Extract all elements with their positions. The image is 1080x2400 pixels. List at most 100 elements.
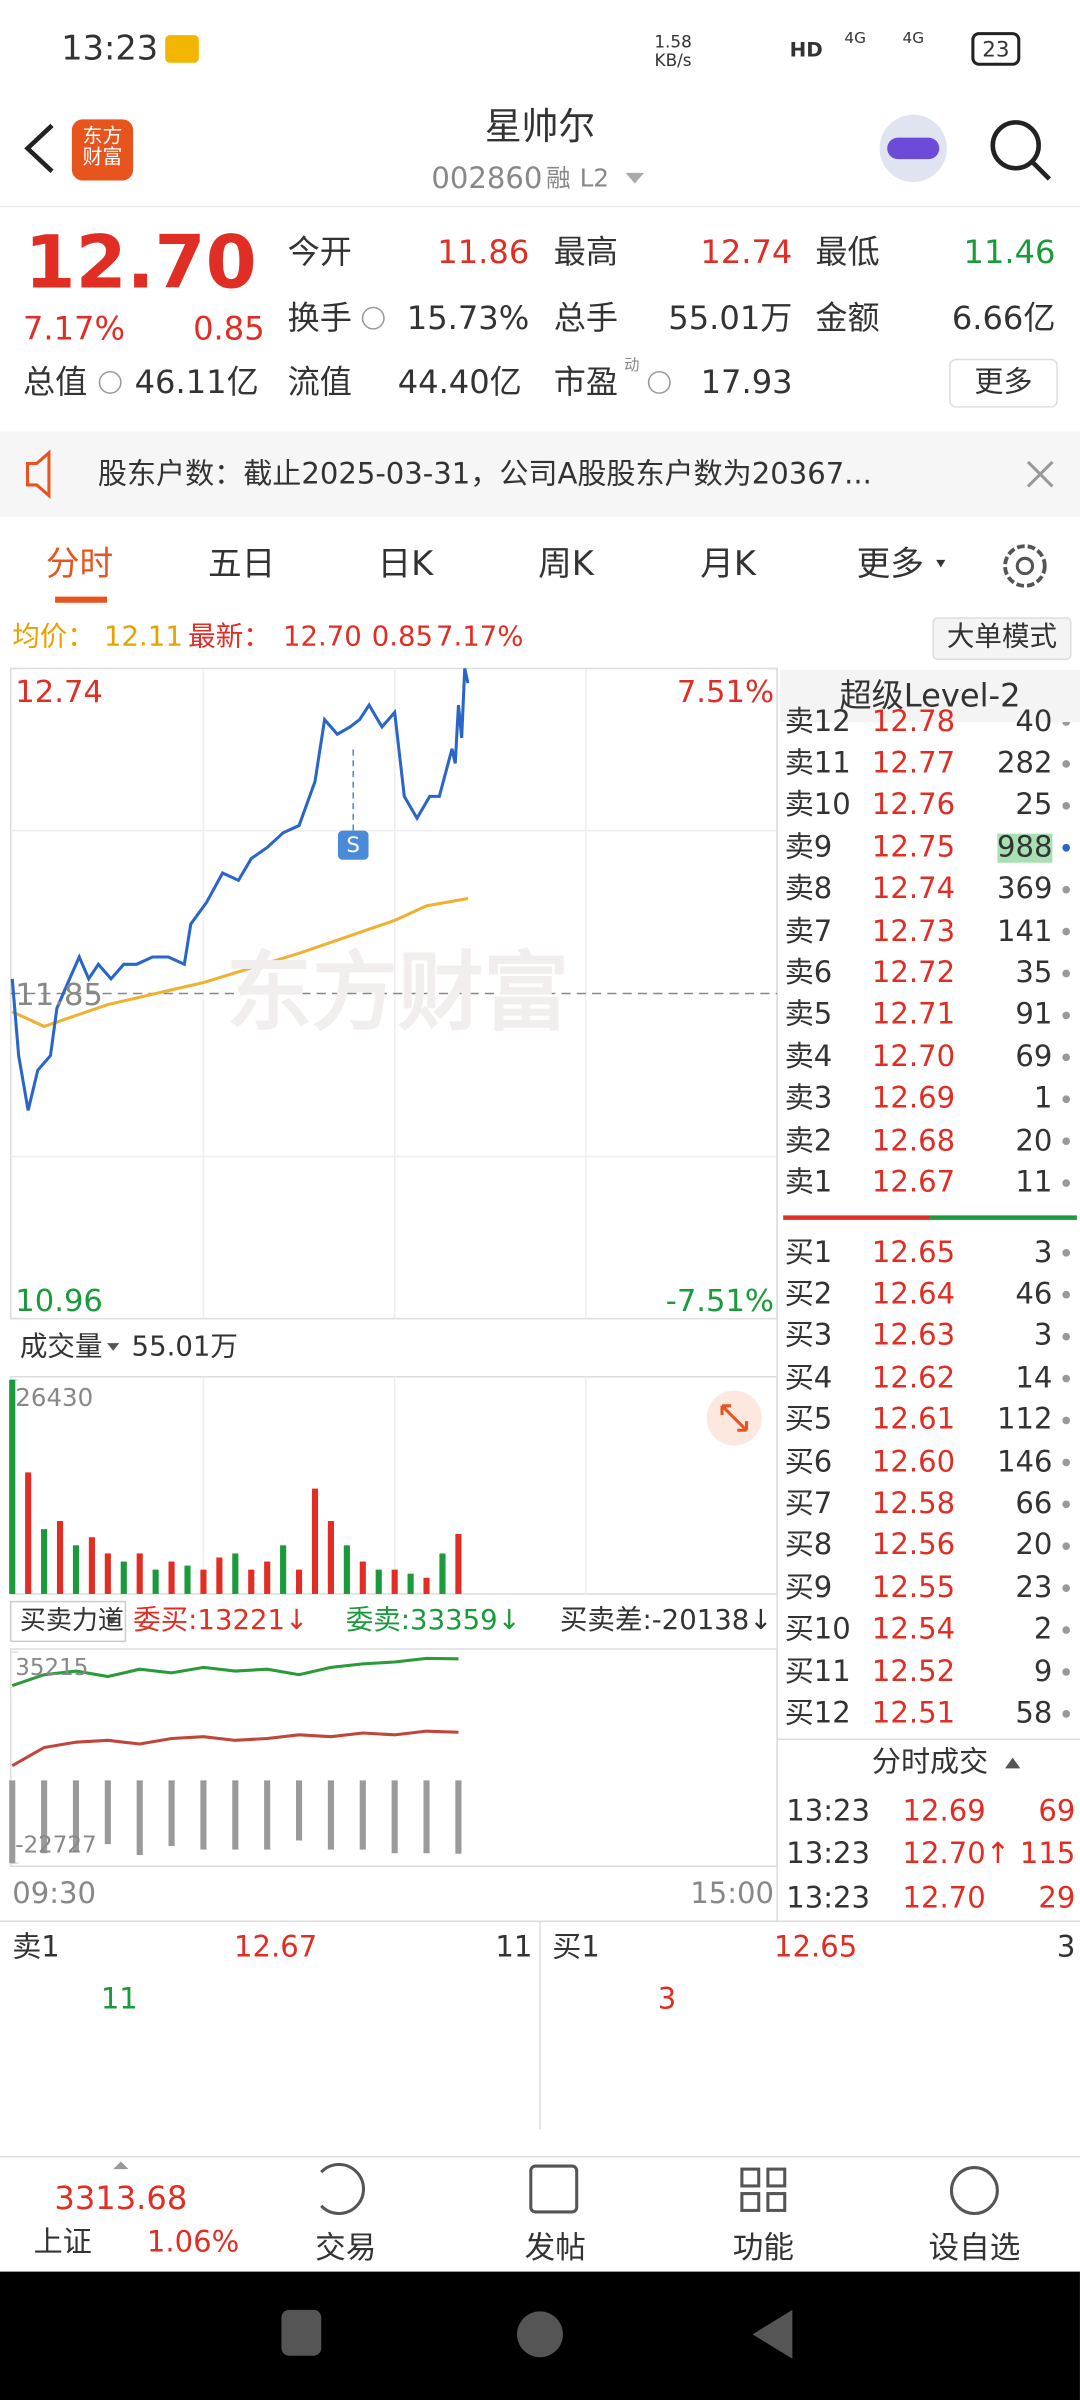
network: 4G: [844, 30, 867, 48]
book-dot: [1062, 1542, 1071, 1551]
tab[interactable]: 周K: [538, 546, 594, 585]
book-label: 卖1: [784, 1165, 833, 1200]
tab[interactable]: 日K: [377, 546, 434, 585]
stock-name: 星帅尔: [484, 105, 596, 149]
book-price: 12.73: [871, 913, 956, 948]
avg: 12.11: [104, 621, 183, 654]
tab[interactable]: 分时: [45, 546, 114, 585]
func-icon: [766, 2167, 787, 2188]
watch-icon[interactable]: [949, 2166, 999, 2216]
back[interactable]: [24, 123, 54, 174]
book-label: 卖7: [784, 913, 833, 948]
book-label: 买12: [784, 1696, 851, 1730]
mode-button[interactable]: [932, 617, 1072, 661]
book-volume: 25: [1015, 788, 1053, 822]
book-dot: [1062, 1668, 1071, 1676]
book-price: 12.65: [871, 1235, 956, 1269]
change: 0.85: [193, 309, 265, 347]
avatar-visor: [887, 137, 940, 160]
func-icon[interactable]: [740, 2167, 761, 2188]
book-volume: 3: [1033, 1319, 1053, 1353]
book-label: 买8: [784, 1528, 833, 1563]
diff-bar: [327, 1780, 334, 1850]
field-label: 最高: [553, 233, 618, 270]
volume-bar: [248, 1569, 255, 1594]
dropdown[interactable]: [936, 559, 946, 568]
book-label: 买10: [784, 1612, 851, 1647]
sort: [1005, 1757, 1021, 1769]
level2-title[interactable]: 超级Level-2: [839, 676, 1021, 714]
info-icon[interactable]: [361, 306, 385, 330]
net-speed: 1.58: [654, 31, 692, 52]
more-button[interactable]: [949, 358, 1058, 408]
pe-note: 动: [624, 357, 640, 375]
book-dot: [1062, 1290, 1071, 1299]
book-volume: 2: [1033, 1612, 1053, 1647]
volume-bar: [264, 1561, 271, 1594]
diff-bar: [232, 1780, 239, 1850]
nav-home: [517, 2311, 563, 2358]
msg-icon: [165, 35, 199, 63]
info-icon[interactable]: [98, 370, 122, 394]
book-volume: 3: [1033, 1235, 1053, 1269]
search[interactable]: [990, 120, 1041, 171]
book-price: 12.68: [871, 1123, 956, 1158]
indicator-line: [11, 1656, 459, 1688]
trade-volume: 29: [1038, 1880, 1076, 1915]
trade-icon[interactable]: [320, 2163, 365, 2216]
book-dot: [1062, 1179, 1071, 1187]
best-detail: 3: [657, 1981, 677, 2016]
book-label: 买3: [784, 1319, 833, 1353]
indicator-select[interactable]: [9, 1600, 127, 1643]
volume-bar: [25, 1472, 32, 1594]
book-volume: 112: [996, 1402, 1053, 1437]
info-icon[interactable]: [647, 370, 671, 394]
nav-recent: [281, 2309, 322, 2356]
volume-bar: [423, 1577, 430, 1594]
book-dot: [1062, 1584, 1071, 1592]
indicator-label[interactable]: 买卖力道: [19, 1605, 124, 1637]
more[interactable]: 更多: [974, 364, 1033, 399]
close[interactable]: [1026, 460, 1054, 488]
y-tick-label: 35215: [15, 1652, 89, 1681]
pct: 7.17%: [435, 621, 524, 654]
annotation-box: [337, 830, 369, 860]
expand-icon: [720, 1404, 749, 1432]
book-price: 12.71: [871, 997, 956, 1032]
volume-bar: [327, 1521, 334, 1594]
book-volume: 40: [1015, 704, 1053, 739]
field-value: 12.74: [700, 233, 793, 270]
nav-item[interactable]: 发帖: [524, 2228, 586, 2266]
nav-item[interactable]: 交易: [315, 2228, 377, 2266]
trades-title[interactable]: 分时成交: [871, 1744, 989, 1779]
trade-price: 12.70↑: [902, 1837, 1011, 1871]
trade-time: 13:23: [786, 1837, 871, 1871]
settings[interactable]: [1003, 544, 1047, 588]
book-dot: [1062, 1095, 1071, 1104]
book-dot: [1062, 1249, 1071, 1257]
book-label: 买4: [784, 1360, 833, 1395]
y-tick-label: -22727: [15, 1830, 97, 1858]
diff-bar: [104, 1780, 111, 1845]
nav-item[interactable]: 设自选: [928, 2228, 1021, 2266]
best-price: 12.67: [234, 1929, 318, 1964]
tab[interactable]: 月K: [700, 546, 757, 585]
y-tick-label: 10.96: [15, 1281, 103, 1319]
diff-bar: [136, 1780, 143, 1856]
post-icon[interactable]: [529, 2164, 579, 2214]
y2-tick-label: -7.51%: [665, 1281, 775, 1319]
diff-bar: [9, 1780, 16, 1864]
book-label: 卖4: [784, 1039, 833, 1074]
book-price: 12.54: [871, 1612, 956, 1647]
nav-item[interactable]: 功能: [732, 2228, 794, 2266]
tab[interactable]: 五日: [208, 546, 276, 585]
tab[interactable]: 更多: [856, 546, 924, 585]
battery-level: 23: [982, 38, 1010, 63]
volume-label[interactable]: 成交量: [19, 1330, 103, 1363]
book-price: 12.75: [871, 830, 956, 864]
notice[interactable]: 股东户数：截止2025-03-31，公司A股股东户数为20367...: [97, 456, 872, 491]
mode[interactable]: 大单模式: [946, 621, 1058, 654]
best-label: 卖1: [12, 1929, 60, 1964]
buy-sell-diff: 买卖差:-20138↓: [559, 1604, 773, 1637]
